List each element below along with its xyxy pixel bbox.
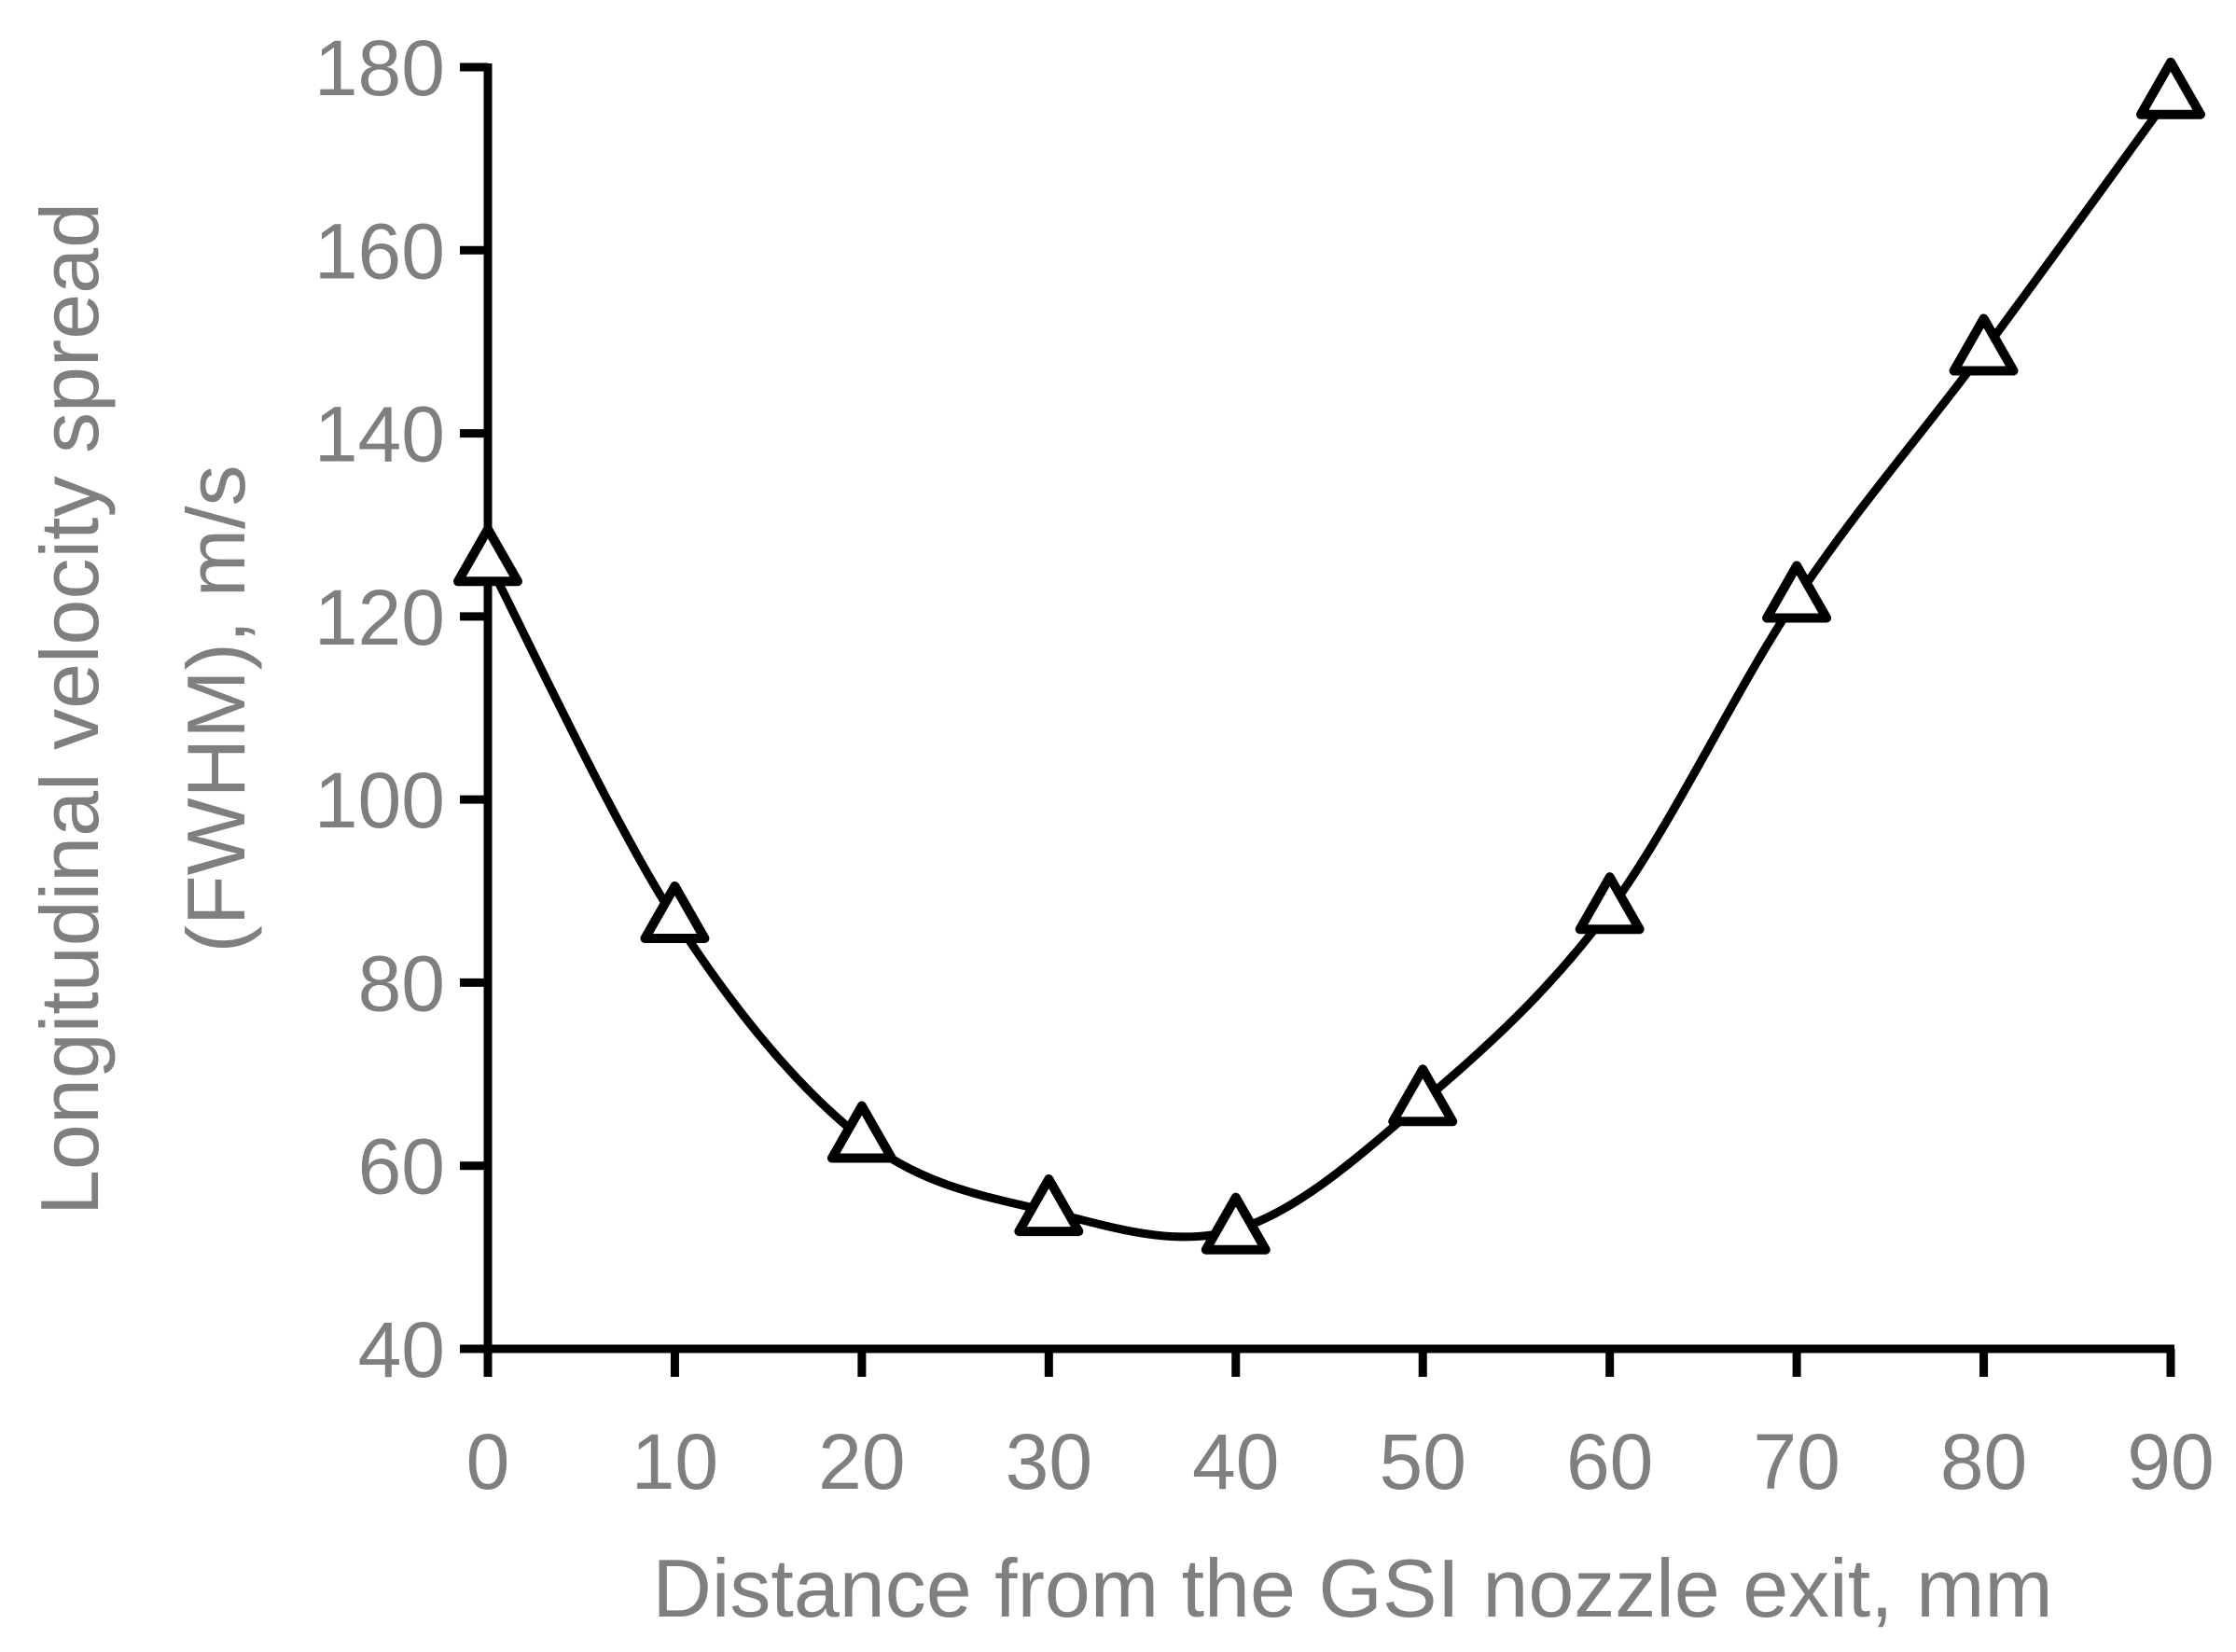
series-line bbox=[483, 90, 2175, 1242]
label-layer: Distance from the GSI nozzle exit, mm Lo… bbox=[23, 202, 2053, 1634]
x-tick-label: 40 bbox=[1192, 1418, 1279, 1506]
data-point-marker bbox=[1762, 561, 1832, 623]
series-layer bbox=[483, 90, 2175, 1242]
x-tick-label: 90 bbox=[2127, 1418, 2214, 1506]
x-tick-label: 10 bbox=[632, 1418, 718, 1506]
data-point-marker bbox=[453, 524, 522, 587]
data-point-marker bbox=[1388, 1064, 1458, 1127]
x-tick-label: 0 bbox=[466, 1418, 510, 1506]
y-tick-label: 140 bbox=[314, 391, 445, 479]
y-tick-label: 40 bbox=[358, 1306, 445, 1394]
y-tick-label: 160 bbox=[314, 207, 445, 295]
data-point-marker bbox=[640, 882, 710, 944]
x-tick-label: 50 bbox=[1380, 1418, 1466, 1506]
y-axis-title: Longitudinal velocity spread (FWHM), m/s bbox=[23, 202, 262, 1215]
y-tick-label: 180 bbox=[314, 24, 445, 112]
y-axis-title-line-2: (FWHM), m/s bbox=[170, 465, 262, 953]
marker-layer bbox=[453, 57, 2205, 1255]
y-tick-label: 80 bbox=[358, 939, 445, 1027]
data-point-marker bbox=[1201, 1192, 1271, 1255]
axes-layer bbox=[483, 63, 2174, 1354]
x-tick-label: 20 bbox=[818, 1418, 905, 1506]
data-point-marker bbox=[1014, 1174, 1084, 1237]
x-tick-label: 30 bbox=[1006, 1418, 1092, 1506]
y-tick-label: 120 bbox=[314, 574, 445, 661]
x-tick-label: 70 bbox=[1753, 1418, 1840, 1506]
x-axis-title: Distance from the GSI nozzle exit, mm bbox=[652, 1542, 2052, 1634]
data-point-marker bbox=[1575, 872, 1645, 935]
data-point-marker bbox=[1949, 313, 2019, 376]
y-tick-label: 60 bbox=[358, 1123, 445, 1211]
data-point-marker bbox=[826, 1101, 896, 1163]
y-axis-title-line-1: Longitudinal velocity spread bbox=[23, 202, 116, 1215]
ticks-layer: 40 60 80 100 120 140 160 180 0 10 20 30 40 50 60 70 80 90 bbox=[314, 24, 2215, 1506]
x-tick-label: 80 bbox=[1940, 1418, 2027, 1506]
y-tick-label: 100 bbox=[314, 757, 445, 844]
x-tick-label: 60 bbox=[1566, 1418, 1653, 1506]
data-point-marker bbox=[2136, 57, 2205, 119]
